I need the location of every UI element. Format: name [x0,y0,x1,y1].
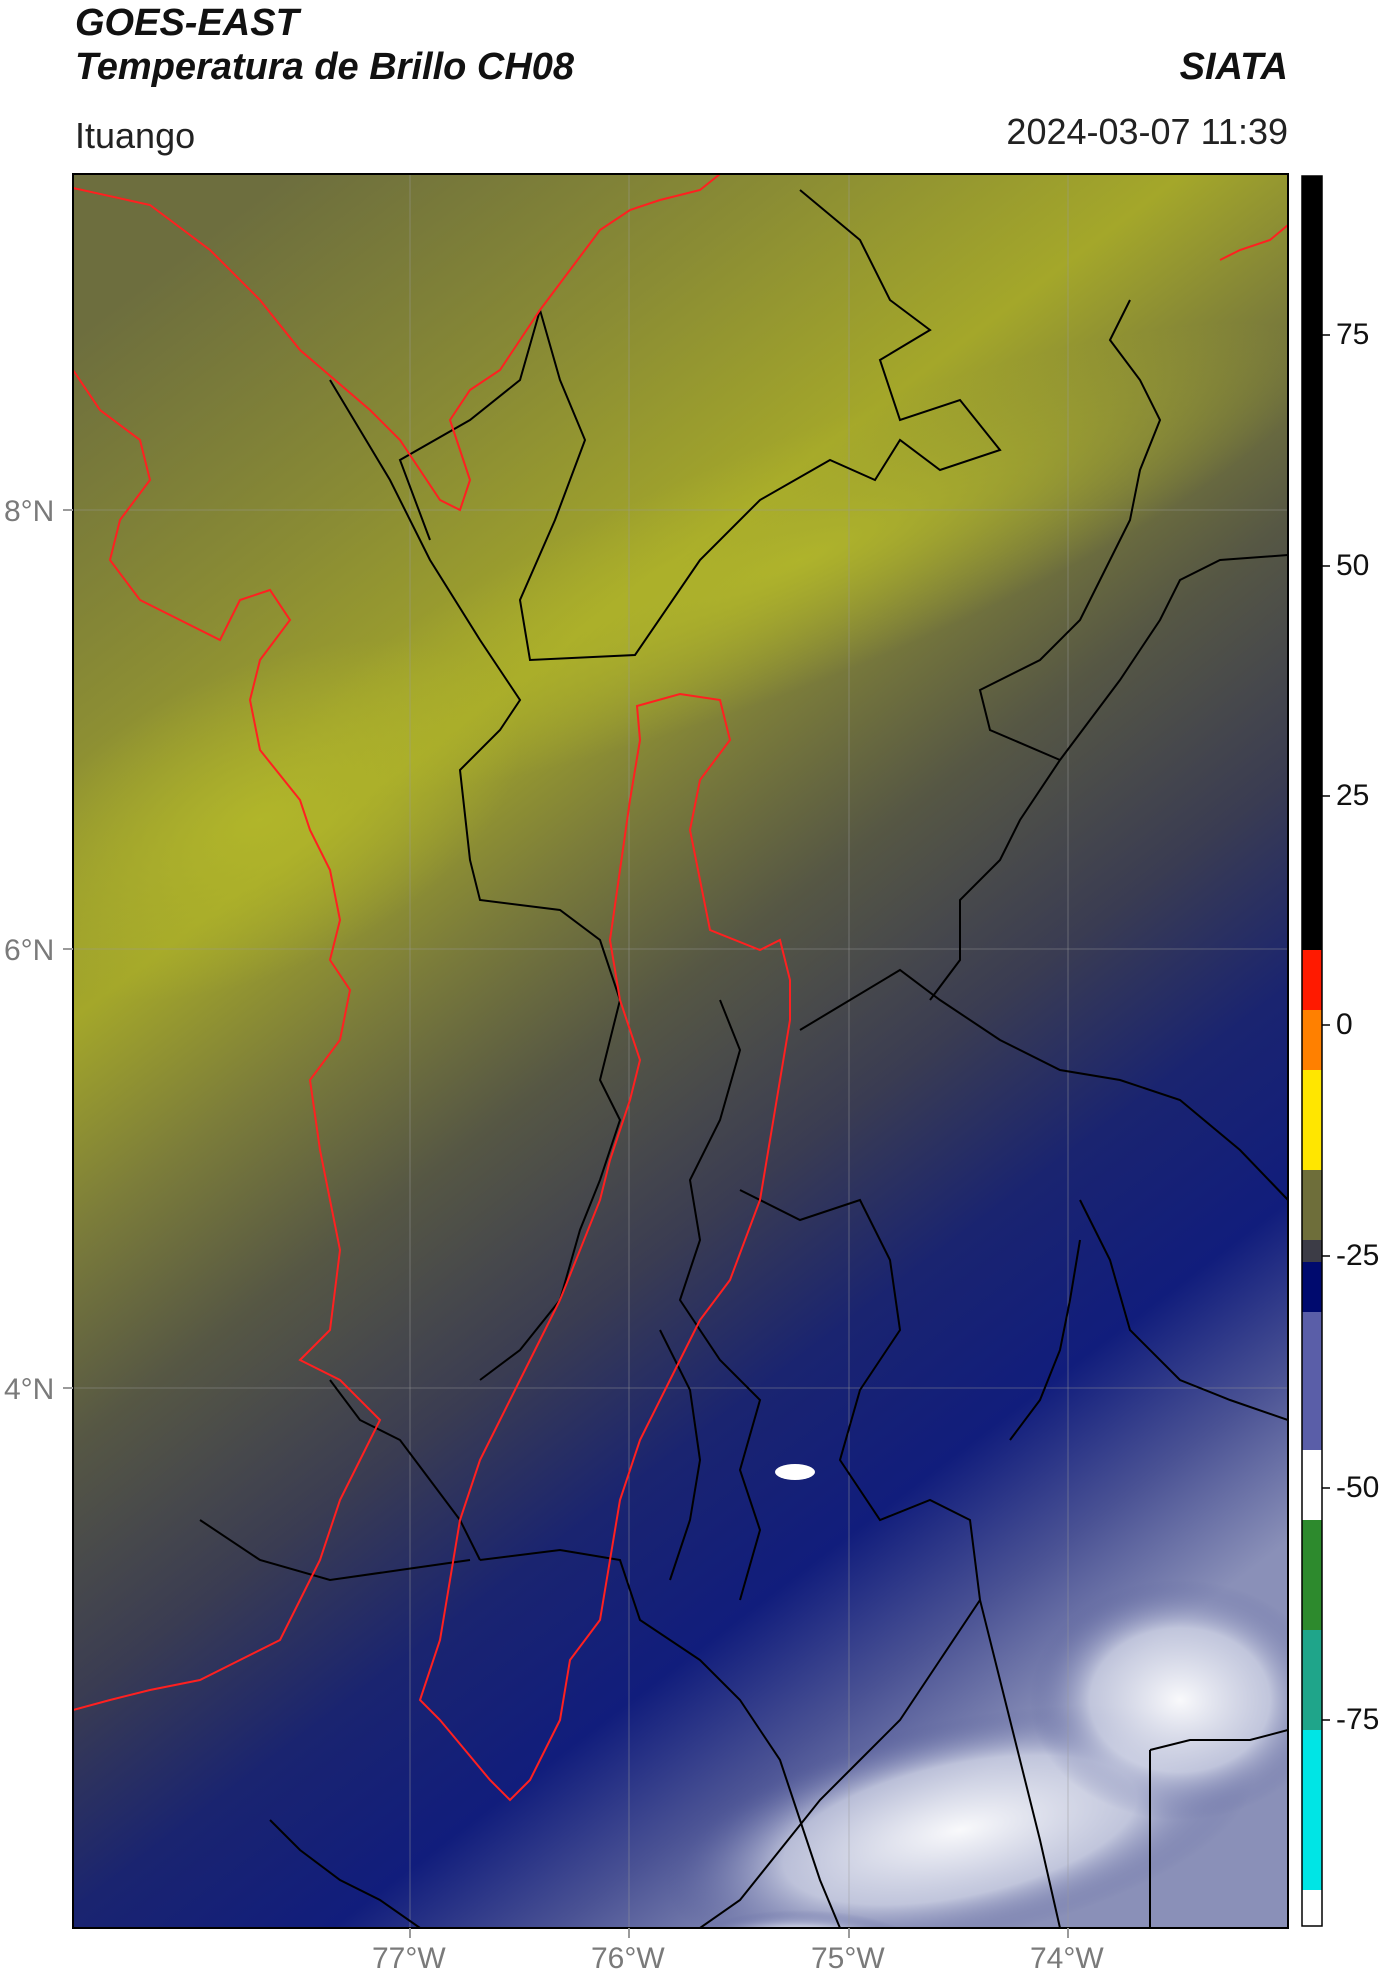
lon-tick-76W: 76°W [591,1942,665,1975]
axis-tick-marks [63,509,1069,1938]
lon-tick-75W: 75°W [811,1942,885,1975]
map-frame [72,173,1289,1929]
gridlines [73,174,1288,1928]
agency-label: SIATA [1179,46,1288,88]
colorbar-tick-0: 0 [1336,1008,1353,1041]
highlight-borders [73,174,1288,1802]
lat-tick-6N: 6°N [4,934,55,967]
colorbar-tick-25: 25 [1336,779,1370,812]
colorbar-tick-minus25: -25 [1336,1239,1380,1272]
colorbar-tick-50: 50 [1336,549,1370,582]
colorbar-tick-minus75: -75 [1336,1703,1380,1736]
colorbar-tick-minus50: -50 [1336,1471,1380,1504]
admin-borders [199,189,1288,1928]
datetime-label: 2024-03-07 11:39 [1006,111,1288,152]
region-label: Ituango [75,115,196,156]
lat-tick-4N: 4°N [4,1373,55,1406]
title-line2: Temperatura de Brillo CH08 [75,46,575,88]
colorbar [1301,175,1330,1927]
lon-tick-77W: 77°W [372,1942,446,1975]
colorbar-tick-75: 75 [1336,318,1370,351]
title-line1: GOES-EAST [75,2,299,44]
brightness-temperature-field [73,174,1288,1928]
lon-tick-74W: 74°W [1030,1942,1104,1975]
lat-tick-8N: 8°N [4,495,55,528]
